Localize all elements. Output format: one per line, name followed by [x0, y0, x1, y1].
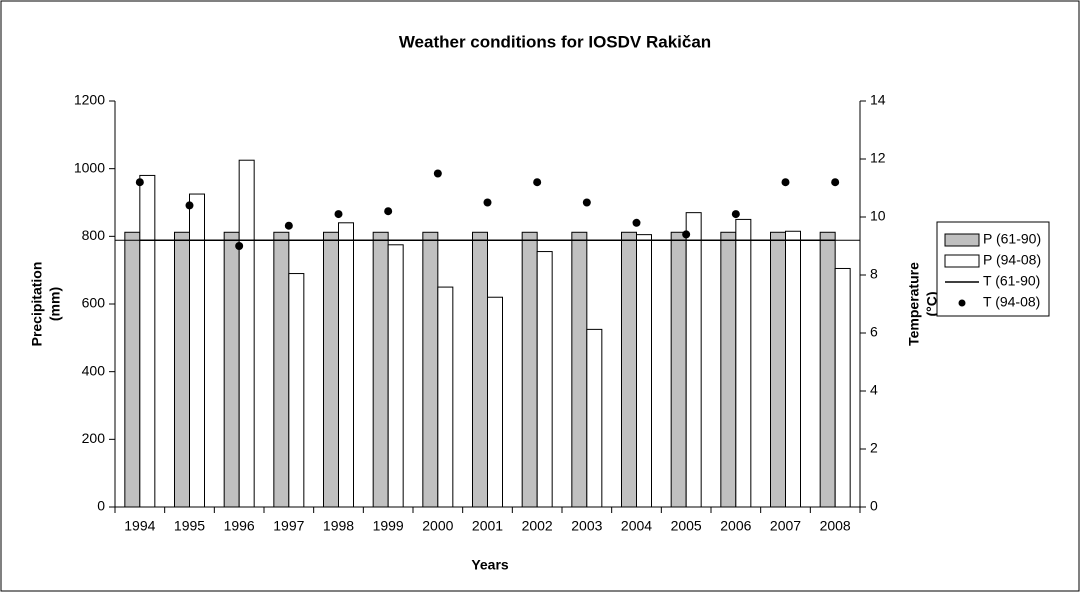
legend-label: P (61-90) [983, 231, 1041, 247]
bar [685, 212, 702, 508]
y-tick-label: 1000 [74, 159, 105, 175]
y2-tick-label: 14 [870, 92, 886, 108]
y2-axis-label-line: Temperature [906, 262, 922, 346]
x-axis-label: Years [471, 557, 509, 573]
legend-label: T (94-08) [983, 294, 1040, 310]
legend-swatch [958, 299, 966, 307]
bar [819, 231, 836, 508]
dot [185, 201, 194, 210]
bar [785, 230, 801, 508]
legend-swatch [944, 254, 980, 268]
bar [189, 193, 205, 508]
bar [387, 244, 404, 508]
y2-tick-label: 12 [870, 150, 886, 166]
y-tick-label: 800 [82, 227, 106, 243]
legend-label: T (61-90) [983, 273, 1040, 289]
y-tick-label: 400 [82, 362, 106, 378]
x-tick-label: 2002 [522, 518, 553, 534]
dot [781, 178, 790, 187]
bar [720, 231, 737, 508]
y2-tick-label: 2 [870, 440, 878, 456]
dot [682, 230, 691, 239]
x-tick-label: 2004 [621, 518, 652, 534]
bar [422, 231, 439, 508]
bar [238, 159, 255, 508]
bar [536, 251, 553, 508]
dot [831, 178, 840, 187]
y-tick-label: 1200 [74, 92, 105, 108]
y-tick-label: 600 [82, 295, 106, 311]
y2-tick-label: 4 [870, 382, 878, 398]
x-tick-label: 1996 [224, 518, 255, 534]
bar [437, 286, 454, 508]
y-axis-label-line: (mm) [47, 287, 63, 321]
bar [735, 218, 752, 508]
x-tick-label: 1998 [323, 518, 354, 534]
y2-axis-label: Temperature (°C) [906, 262, 940, 346]
x-tick-label: 1995 [174, 518, 205, 534]
dot [135, 178, 144, 187]
chart-title: Weather conditions for IOSDV Rakičan [399, 32, 711, 51]
y2-tick-label: 0 [870, 498, 878, 514]
bar [273, 231, 290, 508]
dot [582, 198, 591, 207]
bar [670, 231, 687, 508]
bar [770, 231, 786, 508]
x-tick-label: 2003 [571, 518, 602, 534]
legend-swatch [944, 233, 980, 247]
x-tick-label: 2006 [720, 518, 751, 534]
x-tick-label: 2007 [770, 518, 801, 534]
bar [571, 231, 588, 508]
y-axis-label-line: Precipitation [29, 262, 45, 347]
bar [372, 231, 389, 508]
bar [586, 328, 603, 508]
dot [433, 169, 442, 178]
dot [731, 210, 740, 219]
y2-tick-label: 8 [870, 266, 878, 282]
x-tick-label: 1994 [124, 518, 155, 534]
dot [632, 218, 641, 227]
bar [323, 231, 339, 508]
x-tick-label: 2008 [820, 518, 851, 534]
bar [636, 234, 652, 508]
bar [472, 231, 488, 508]
dot [235, 242, 244, 250]
dot [384, 207, 393, 216]
y-tick-label: 200 [82, 430, 106, 446]
y2-axis-label-line: (°C) [924, 291, 940, 316]
x-tick-label: 2000 [422, 518, 453, 534]
bar [223, 231, 240, 508]
bar [487, 296, 503, 508]
dot [483, 198, 492, 207]
bar [621, 231, 637, 508]
x-tick-label: 2005 [671, 518, 702, 534]
dot [284, 221, 293, 230]
dot [533, 178, 542, 187]
bar [338, 222, 354, 508]
dot [334, 210, 343, 219]
bar [139, 174, 156, 508]
y-axis-label: Precipitation (mm) [29, 262, 63, 347]
bar [834, 267, 851, 508]
bar [174, 231, 190, 508]
x-tick-label: 1999 [373, 518, 404, 534]
legend-label: P (94-08) [983, 252, 1041, 268]
bar [124, 231, 141, 508]
bar [288, 273, 305, 508]
x-tick-label: 1997 [273, 518, 304, 534]
x-tick-label: 2001 [472, 518, 503, 534]
bar [521, 231, 538, 508]
y-tick-label: 0 [97, 498, 105, 514]
y2-tick-label: 10 [870, 208, 886, 224]
y2-tick-label: 6 [870, 324, 878, 340]
